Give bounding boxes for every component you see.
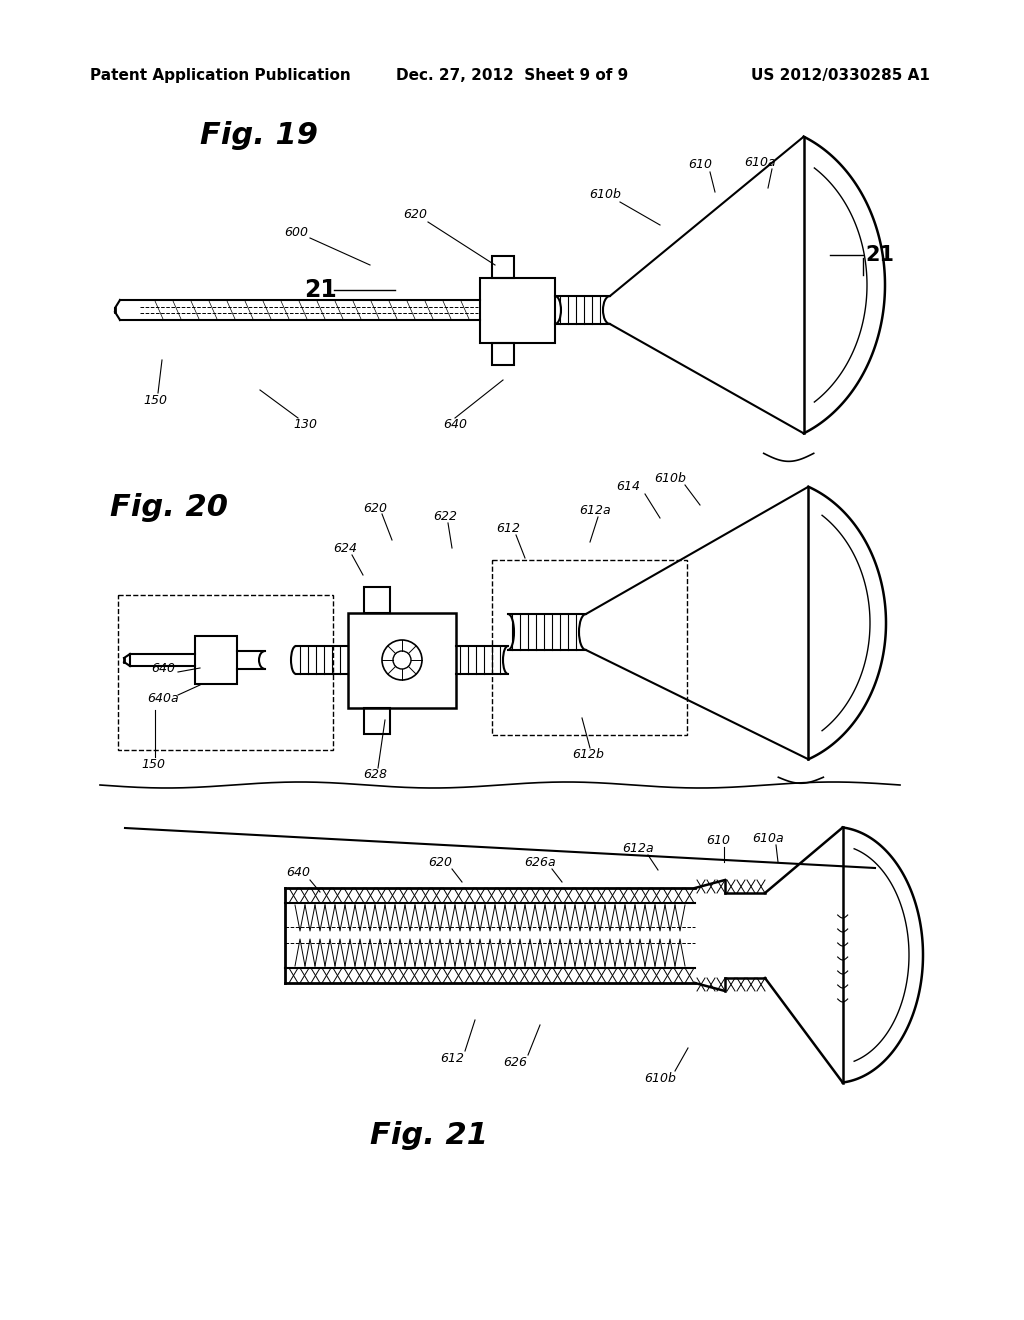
Text: 610a: 610a: [753, 832, 783, 845]
Text: 612a: 612a: [580, 503, 610, 516]
Text: Dec. 27, 2012  Sheet 9 of 9: Dec. 27, 2012 Sheet 9 of 9: [396, 67, 628, 83]
Text: Fig. 21: Fig. 21: [370, 1121, 488, 1150]
Text: 610b: 610b: [654, 471, 686, 484]
Text: 640: 640: [443, 418, 467, 432]
Text: 640a: 640a: [147, 692, 179, 705]
Bar: [492, 256, 514, 279]
Bar: [492, 343, 514, 366]
Text: 612: 612: [440, 1052, 464, 1064]
Text: US 2012/0330285 A1: US 2012/0330285 A1: [752, 67, 930, 83]
Text: 150: 150: [141, 759, 165, 771]
Text: 21: 21: [304, 279, 336, 302]
Text: 612b: 612b: [572, 748, 604, 762]
Text: 640: 640: [286, 866, 310, 879]
Text: 626: 626: [503, 1056, 527, 1068]
Text: 626a: 626a: [524, 855, 556, 869]
Text: Fig. 20: Fig. 20: [110, 494, 228, 523]
Text: 612: 612: [496, 521, 520, 535]
Text: 21: 21: [865, 246, 894, 265]
Bar: [492, 560, 687, 735]
Text: 150: 150: [143, 393, 167, 407]
Bar: [364, 708, 390, 734]
Text: 614: 614: [616, 480, 640, 494]
Text: Patent Application Publication: Patent Application Publication: [90, 67, 351, 83]
Text: 130: 130: [293, 418, 317, 432]
Text: 610b: 610b: [589, 189, 621, 202]
Text: 610: 610: [688, 158, 712, 172]
Text: 620: 620: [362, 502, 387, 515]
Bar: [118, 595, 333, 750]
Bar: [364, 587, 390, 612]
Text: 624: 624: [333, 541, 357, 554]
Text: 622: 622: [433, 510, 457, 523]
Text: 612a: 612a: [623, 842, 653, 854]
Text: 610b: 610b: [644, 1072, 676, 1085]
Bar: [348, 612, 456, 708]
Text: Fig. 19: Fig. 19: [200, 120, 318, 149]
Text: 620: 620: [428, 855, 452, 869]
Bar: [195, 636, 237, 684]
Text: 640: 640: [151, 661, 175, 675]
Text: 610a: 610a: [744, 156, 776, 169]
Text: 628: 628: [362, 768, 387, 781]
Text: 610: 610: [706, 833, 730, 846]
Text: 620: 620: [403, 209, 427, 222]
Text: 600: 600: [284, 226, 308, 239]
Bar: [480, 279, 555, 343]
